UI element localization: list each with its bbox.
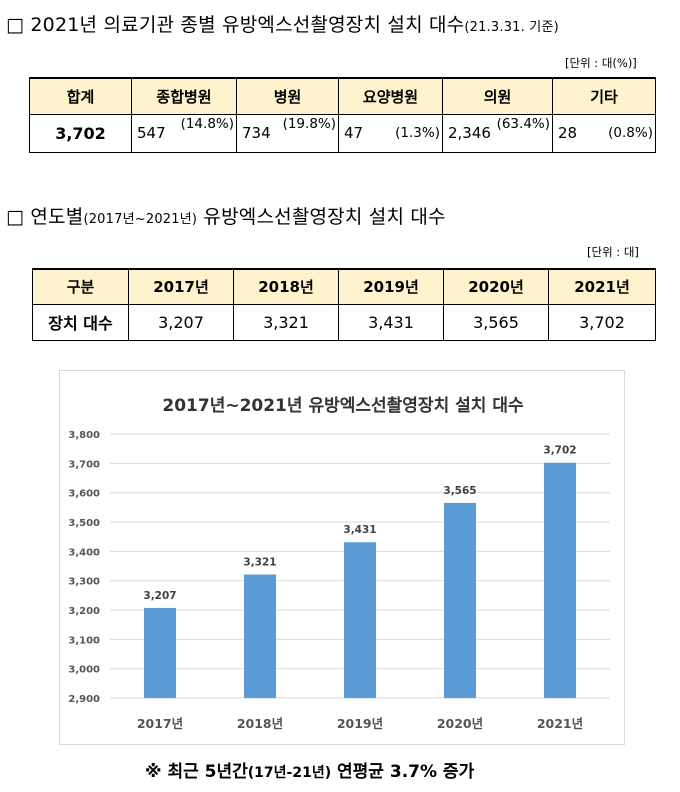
x-category-label: 2019년 bbox=[337, 716, 383, 731]
section2-unit: [단위 : 대] bbox=[587, 245, 639, 259]
value-2021: 3,702 bbox=[548, 303, 656, 341]
section1-unit: [단위 : 대(%)] bbox=[565, 56, 637, 70]
clinic-cell: 2,346 (63.4%) bbox=[442, 113, 553, 153]
clinic-count: 2,346 bbox=[448, 124, 491, 142]
other-count: 28 bbox=[558, 124, 578, 142]
yearly-header-row: 구분 2017년 2018년 2019년 2020년 2021년 bbox=[32, 268, 656, 305]
y-tick-label: 3,300 bbox=[68, 577, 100, 588]
facility-type-data-row: 3,702 547 (14.8%) 734 (19.8%) 47 (1.3%) 2,3… bbox=[29, 113, 656, 153]
y-tick-label: 3,000 bbox=[68, 665, 100, 676]
value-2019: 3,431 bbox=[338, 303, 444, 341]
header-2019: 2019년 bbox=[338, 268, 444, 305]
other-cell: 28 (0.8%) bbox=[552, 113, 656, 153]
yearly-table: 구분 2017년 2018년 2019년 2020년 2021년 장치 대수 3… bbox=[32, 268, 656, 341]
section2-heading-rest: 유방엑스선촬영장치 설치 대수 bbox=[203, 206, 446, 228]
footer-note: ※ 최근 5년간(17년-21년) 연평균 3.7% 증가 bbox=[145, 757, 474, 782]
general-hospital-pct: (14.8%) bbox=[180, 115, 234, 132]
header-total: 합계 bbox=[29, 77, 132, 115]
bar-value-label: 3,431 bbox=[343, 524, 376, 536]
header-category: 구분 bbox=[32, 268, 129, 305]
section2-heading-note: (2017년~2021년) bbox=[83, 212, 198, 227]
other-pct: (0.8%) bbox=[608, 125, 653, 141]
header-hospital: 병원 bbox=[236, 77, 339, 115]
y-tick-label: 2,900 bbox=[68, 694, 100, 705]
x-category-label: 2020년 bbox=[437, 716, 483, 731]
bar-chart: 2017년~2021년 유방엑스선촬영장치 설치 대수 2,900 3,000 3,… bbox=[59, 370, 625, 745]
facility-type-header-row: 합계 종합병원 병원 요양병원 의원 기타 bbox=[29, 77, 656, 115]
header-2018: 2018년 bbox=[233, 268, 339, 305]
chart-title: 2017년~2021년 유방엑스선촬영장치 설치 대수 bbox=[162, 396, 524, 416]
bar-value-label: 3,702 bbox=[543, 445, 576, 457]
header-clinic: 의원 bbox=[442, 77, 553, 115]
header-other: 기타 bbox=[552, 77, 656, 115]
y-tick-label: 3,400 bbox=[68, 547, 100, 558]
x-category-label: 2018년 bbox=[237, 716, 283, 731]
total-cell: 3,702 bbox=[29, 113, 132, 153]
hospital-cell: 734 (19.8%) bbox=[236, 113, 339, 153]
header-nursing-hospital: 요양병원 bbox=[338, 77, 443, 115]
y-tick-label: 3,600 bbox=[68, 489, 100, 500]
nursing-hospital-cell: 47 (1.3%) bbox=[338, 113, 443, 153]
section1-heading-note: (21.3.31. 기준) bbox=[464, 20, 559, 35]
value-2018: 3,321 bbox=[233, 303, 339, 341]
bar-2020년 bbox=[444, 502, 476, 698]
section1-heading: □ 2021년 의료기관 종별 유방엑스선촬영장치 설치 대수(21.3.31.… bbox=[6, 10, 559, 37]
row-label: 장치 대수 bbox=[32, 303, 129, 341]
bar-value-label: 3,207 bbox=[143, 590, 176, 602]
hospital-pct: (19.8%) bbox=[282, 115, 336, 132]
value-2017: 3,207 bbox=[128, 303, 234, 341]
x-category-label: 2021년 bbox=[537, 716, 583, 731]
x-category-label: 2017년 bbox=[137, 716, 183, 731]
header-general-hospital: 종합병원 bbox=[131, 77, 237, 115]
footer-prefix: ※ 최근 5년간 bbox=[145, 762, 248, 782]
footer-suffix: 연평균 3.7% 증가 bbox=[337, 762, 475, 782]
y-tick-label: 3,200 bbox=[68, 606, 100, 617]
bar-2019년 bbox=[344, 542, 376, 698]
bar-value-label: 3,565 bbox=[443, 485, 476, 497]
bar-value-label: 3,321 bbox=[243, 557, 276, 569]
bar-chart-svg: 2017년~2021년 유방엑스선촬영장치 설치 대수 2,900 3,000 3,… bbox=[68, 396, 610, 731]
header-2020: 2020년 bbox=[443, 268, 549, 305]
y-tick-label: 3,700 bbox=[68, 459, 100, 470]
section2-heading: □ 연도별(2017년~2021년) 유방엑스선촬영장치 설치 대수 bbox=[6, 202, 446, 229]
section2-heading-text: □ 연도별 bbox=[6, 206, 84, 228]
general-hospital-cell: 547 (14.8%) bbox=[131, 113, 237, 153]
header-2017: 2017년 bbox=[128, 268, 234, 305]
y-tick-label: 3,500 bbox=[68, 518, 100, 529]
hospital-count: 734 bbox=[242, 124, 271, 142]
bar-2018년 bbox=[244, 574, 276, 698]
header-2021: 2021년 bbox=[548, 268, 656, 305]
general-hospital-count: 547 bbox=[137, 124, 166, 142]
nursing-hospital-count: 47 bbox=[344, 124, 364, 142]
value-2020: 3,565 bbox=[443, 303, 549, 341]
facility-type-table: 합계 종합병원 병원 요양병원 의원 기타 3,702 547 (14.8%) 7… bbox=[29, 77, 656, 153]
yearly-data-row: 장치 대수 3,207 3,321 3,431 3,565 3,702 bbox=[32, 303, 656, 341]
nursing-hospital-pct: (1.3%) bbox=[395, 125, 440, 141]
y-tick-label: 3,100 bbox=[68, 635, 100, 646]
section1-heading-text: □ 2021년 의료기관 종별 유방엑스선촬영장치 설치 대수 bbox=[6, 14, 465, 36]
bar-2017년 bbox=[144, 607, 176, 698]
bar-2021년 bbox=[544, 462, 576, 698]
y-tick-label: 3,800 bbox=[68, 430, 100, 441]
clinic-pct: (63.4%) bbox=[496, 115, 550, 132]
footer-period: (17년-21년) bbox=[247, 765, 332, 781]
